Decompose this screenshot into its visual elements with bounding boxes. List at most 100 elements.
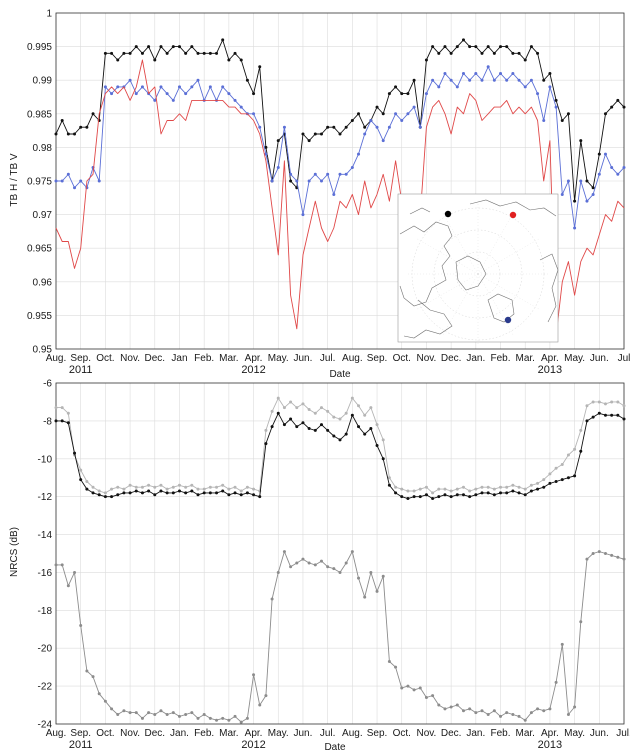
top-series-1-point (406, 112, 410, 116)
top-series-0-point (381, 112, 385, 116)
top-series-0-point (597, 152, 601, 156)
bottom-series-2-point (258, 703, 262, 707)
bottom-series-2-point (301, 557, 305, 561)
top-series-0-point (511, 51, 515, 55)
top-series-0-point (449, 51, 453, 55)
top-series-0-point (147, 45, 151, 49)
top-series-1-point (319, 179, 323, 183)
top-series-0-point (542, 78, 546, 82)
inset-coastline (539, 253, 559, 323)
bottom-series-0-point (468, 489, 472, 493)
bottom-series-2-point (603, 552, 607, 555)
top-series-0-point (350, 119, 354, 123)
bottom-y-tick-label: -18 (38, 606, 53, 617)
bottom-series-1-point (289, 417, 293, 421)
bottom-x-tick-label: Jan. (170, 728, 189, 739)
bottom-series-0-point (616, 400, 620, 404)
bottom-series-2-point (585, 557, 589, 561)
bottom-series-1-point (431, 497, 435, 501)
bottom-series-2-point (319, 559, 323, 563)
bottom-series-1-point (208, 491, 212, 495)
bottom-series-1-point (116, 493, 120, 497)
top-series-0-point (73, 132, 77, 136)
top-x-tick-label: Feb. (491, 353, 511, 364)
bottom-series-0-point (116, 485, 120, 489)
bottom-series-2-point (159, 709, 163, 713)
top-series-0-point (406, 92, 410, 96)
bottom-y-tick-label: -22 (38, 682, 53, 693)
bottom-series-2-point (344, 561, 348, 565)
bottom-series-1-point (603, 413, 607, 417)
bottom-series-0-point (375, 423, 379, 427)
top-series-0-point (400, 92, 404, 96)
top-series-1-point (134, 92, 138, 96)
top-y-tick-label: 0.955 (27, 311, 52, 322)
top-series-0-point (566, 112, 570, 116)
top-series-0-point (307, 139, 311, 143)
top-series-1-point (159, 85, 163, 89)
bottom-series-1-point (357, 425, 361, 429)
top-series-0-point (190, 45, 194, 49)
bottom-series-0-point (400, 487, 404, 491)
bottom-series-1-point (511, 489, 515, 493)
top-series-1-point (536, 92, 540, 96)
bottom-series-1-point (270, 425, 274, 429)
top-series-1-point (350, 166, 354, 170)
bottom-series-2-point (622, 557, 626, 561)
top-series-1-point (492, 78, 496, 82)
top-x-tick-label: Jan. (466, 353, 485, 364)
top-series-1-point (579, 179, 583, 183)
bottom-series-1-point (326, 428, 330, 432)
top-series-1-point (375, 125, 379, 129)
bottom-series-1-point (387, 483, 391, 487)
top-series-0-point (338, 132, 342, 136)
top-series-1-point (566, 179, 570, 183)
top-series-1-point (461, 71, 465, 75)
bottom-series-2-point (548, 707, 552, 711)
top-series-1-point (289, 172, 293, 176)
bottom-series-0-point (499, 485, 503, 489)
bottom-series-2-point (449, 705, 453, 709)
bottom-series-2-point (116, 713, 120, 717)
top-series-1-point (505, 78, 509, 82)
bottom-series-2-point (264, 694, 268, 698)
top-y-tick-label: 0.995 (27, 42, 52, 53)
top-x-tick-label: Oct. (393, 353, 411, 364)
top-series-0-point (412, 78, 416, 82)
bottom-series-0-point (103, 491, 107, 495)
bottom-series-2-point (579, 620, 583, 624)
bottom-series-1-point (97, 493, 101, 497)
bottom-series-0-point (165, 487, 169, 491)
bottom-x-tick-label: Jul. (616, 728, 630, 739)
bottom-series-1-point (449, 495, 453, 499)
top-series-0-point (177, 45, 181, 49)
bottom-series-1-point (307, 426, 311, 430)
top-series-0-point (443, 45, 447, 49)
bottom-series-0-point (60, 406, 64, 410)
top-series-1-point (573, 226, 577, 230)
bottom-series-0-point (85, 480, 89, 484)
top-series-1-point (128, 78, 132, 82)
bottom-series-0-point (431, 491, 435, 495)
top-series-0-point (455, 45, 459, 49)
top-series-1-point (326, 172, 330, 176)
top-series-1-point (455, 85, 459, 89)
bottom-series-1-point (73, 451, 77, 455)
top-series-0-point (60, 119, 64, 123)
top-series-0-point (424, 58, 428, 62)
bottom-x-tick-label: Sep. (367, 728, 388, 739)
bottom-series-0-point (332, 415, 336, 419)
bottom-series-0-point (128, 483, 132, 487)
bottom-series-2-point (616, 555, 620, 559)
bottom-x-tick-label: Apr. (541, 728, 559, 739)
top-series-0-point (313, 132, 317, 136)
bottom-x-tick-label: Apr. (245, 728, 263, 739)
top-series-2-line (55, 59, 625, 337)
top-series-1-point (208, 85, 212, 89)
bottom-series-1-point (344, 432, 348, 436)
bottom-series-0-point (338, 417, 342, 421)
top-series-1-point (363, 132, 367, 136)
bottom-y-tick-label: -6 (43, 379, 52, 390)
bottom-series-0-point (357, 404, 361, 408)
top-x-tick-label: Oct. (96, 353, 114, 364)
